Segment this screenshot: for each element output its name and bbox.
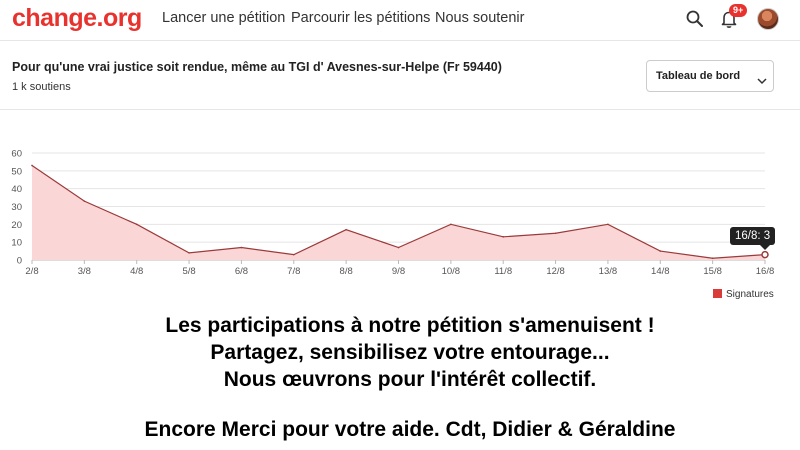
petition-header: Pour qu'une vrai justice soit rendue, mê… xyxy=(0,41,800,110)
data-point xyxy=(761,250,769,259)
search-icon[interactable] xyxy=(684,8,706,30)
change-org-logo[interactable]: change.org xyxy=(12,4,142,32)
nav-support-us[interactable]: Nous soutenir xyxy=(435,10,525,26)
signatures-chart: 0 10 20 30 40 50 60 2/8 3/8 4/8 5/8 6/8 7/8 8/8 9/8 10/… xyxy=(11,149,775,278)
y-tick-label: 50 xyxy=(11,166,22,177)
data-point xyxy=(554,232,557,235)
x-tick-label: 9/8 xyxy=(392,266,405,277)
x-tick-label: 3/8 xyxy=(78,266,91,277)
data-point xyxy=(450,223,452,226)
nav-start-petition[interactable]: Lancer une pétition xyxy=(162,10,286,26)
data-point xyxy=(292,253,295,256)
supporters-count: 1 k soutiens xyxy=(12,81,71,93)
chevron-down-icon xyxy=(757,72,767,85)
y-tick-label: 20 xyxy=(11,220,22,231)
x-tick-label: 10/8 xyxy=(442,266,461,277)
petition-title: Pour qu'une vrai justice soit rendue, mê… xyxy=(12,60,502,74)
message-line-1: Les participations à notre pétition s'am… xyxy=(165,314,655,337)
x-tick-label: 4/8 xyxy=(130,266,143,277)
data-point xyxy=(135,223,138,226)
nav-browse-petitions[interactable]: Parcourir les pétitions xyxy=(291,10,431,26)
x-tick-label: 12/8 xyxy=(546,266,565,277)
chart-tooltip: 16/8: 3 xyxy=(730,227,776,250)
x-tick-label: 11/8 xyxy=(494,266,512,277)
top-nav: change.org Lancer une pétition Parcourir… xyxy=(0,0,800,41)
data-point xyxy=(240,246,243,249)
dashboard-select[interactable]: Tableau de bord xyxy=(646,60,774,92)
x-tick-label: 8/8 xyxy=(340,266,353,277)
legend-label: Signatures xyxy=(726,289,774,300)
x-tick-label: 15/8 xyxy=(703,266,722,277)
notification-badge: 9+ xyxy=(729,4,748,17)
y-tick-label: 10 xyxy=(11,238,22,249)
x-tick-label: 6/8 xyxy=(235,266,248,277)
x-tick-label: 16/8 xyxy=(756,266,775,277)
y-tick-label: 60 xyxy=(11,149,22,160)
message-line-4: Encore Merci pour votre aide. Cdt, Didie… xyxy=(144,418,676,441)
data-point xyxy=(31,164,33,167)
data-point xyxy=(607,223,609,226)
data-point xyxy=(711,257,714,260)
dashboard-select-label: Tableau de bord xyxy=(656,70,741,82)
x-tick-label: 5/8 xyxy=(182,266,195,277)
chart-legend: Signatures xyxy=(713,289,774,300)
x-tick-label: 2/8 xyxy=(25,266,38,277)
data-point xyxy=(83,200,86,202)
data-point xyxy=(188,252,190,254)
y-tick-label: 0 xyxy=(17,256,22,267)
message-line-3: Nous œuvrons pour l'intérêt collectif. xyxy=(223,368,597,391)
data-point xyxy=(502,236,505,238)
x-tick-label: 7/8 xyxy=(287,266,300,277)
legend-swatch xyxy=(713,289,722,298)
signatures-area xyxy=(32,165,765,260)
data-point xyxy=(659,250,662,252)
y-tick-label: 40 xyxy=(11,184,22,195)
x-tick-label: 14/8 xyxy=(651,266,670,277)
data-point xyxy=(345,228,347,231)
y-tick-label: 30 xyxy=(11,202,22,213)
data-point xyxy=(397,246,400,249)
x-tick-label: 13/8 xyxy=(599,266,618,277)
avatar[interactable] xyxy=(757,8,779,30)
message-line-2: Partagez, sensibilisez votre entourage..… xyxy=(210,341,610,364)
